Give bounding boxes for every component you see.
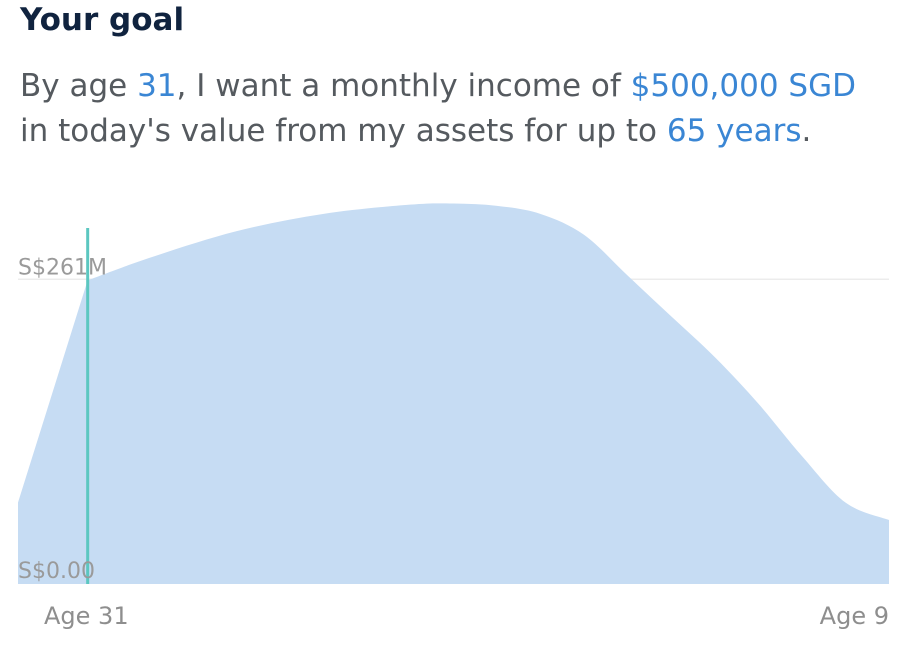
asset-area <box>18 203 889 584</box>
sentence-line2: in today's value from my assets for up t… <box>20 113 667 149</box>
goal-title: Your goal <box>20 2 185 38</box>
x-tick-label-start: Age 31 <box>44 602 129 630</box>
target-age-value[interactable]: 31 <box>137 68 177 104</box>
sentence-suffix: . <box>801 113 812 149</box>
x-tick-label-end: Age 9 <box>820 602 889 630</box>
y-tick-label-min: S$0.00 <box>18 559 95 584</box>
sentence-prefix: By age <box>20 68 138 104</box>
monthly-income-value[interactable]: $500,000 SGD <box>630 68 856 104</box>
duration-years-value[interactable]: 65 years <box>666 113 802 149</box>
goal-sentence: By age 31, I want a monthly income of $5… <box>20 64 900 154</box>
y-tick-label-max: S$261M <box>18 255 107 280</box>
sentence-middle: , I want a monthly income of <box>176 68 631 104</box>
